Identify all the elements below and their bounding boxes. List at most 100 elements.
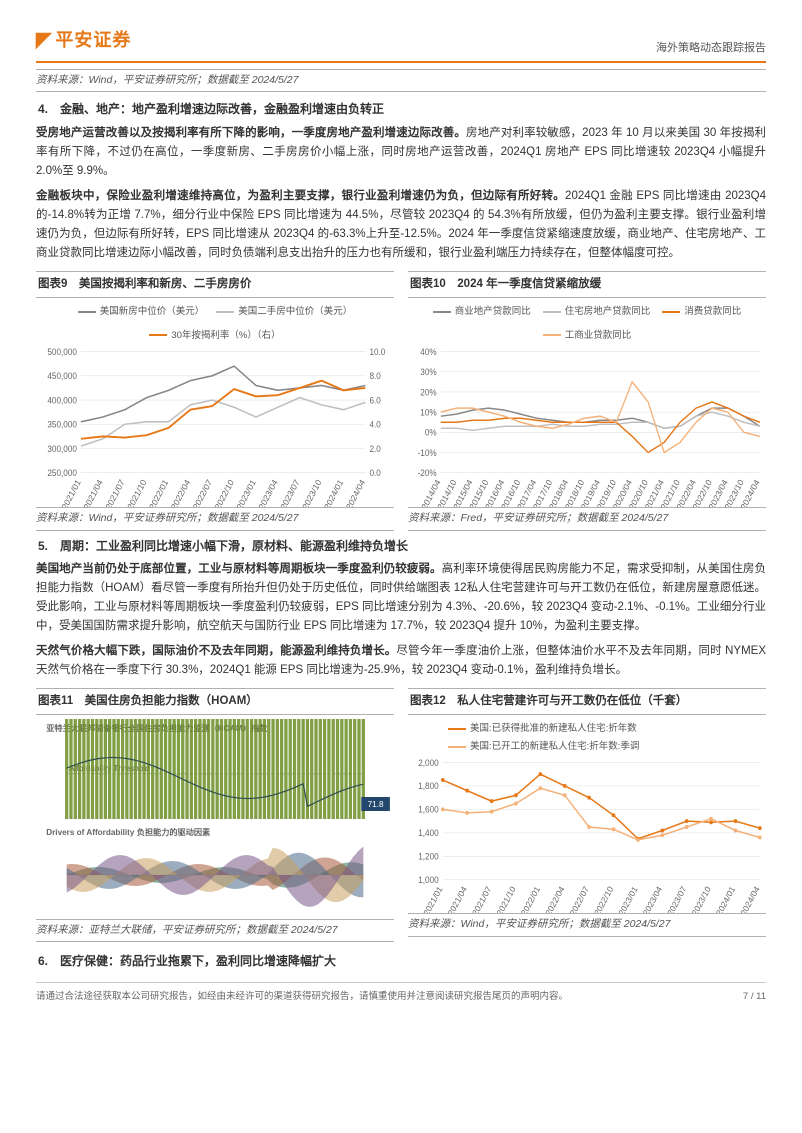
legend-item: 住宅房地产贷款同比: [543, 304, 651, 320]
chart12-legend: 美国:已获得批准的新建私人住宅:折年数美国:已开工的新建私人住宅:折年数:季调: [408, 719, 766, 758]
svg-text:500,000: 500,000: [47, 347, 77, 357]
svg-text:2.0: 2.0: [369, 444, 381, 455]
chart9-source: 资料来源：Wind，平安证券研究所；数据截至 2024/5/27: [36, 507, 394, 530]
svg-text:450,000: 450,000: [47, 371, 77, 382]
chart11-cell: 图表11 美国住房负担能力指数（HOAM） 亚特兰大联邦储备银行全国住房负担能力…: [36, 688, 394, 942]
svg-text:1,600: 1,600: [418, 805, 439, 815]
legend-item: 30年按揭利率（%）（右）: [149, 328, 280, 344]
chart11-source: 资料来源：亚特兰大联储，平安证券研究所；数据截至 2024/5/27: [36, 919, 394, 942]
svg-text:2,000: 2,000: [418, 758, 439, 768]
logo-mark-icon: ◤: [36, 24, 51, 57]
legend-item: 商业地产贷款同比: [433, 304, 531, 320]
svg-text:1,800: 1,800: [418, 781, 439, 791]
svg-text:30%: 30%: [420, 367, 437, 378]
logo-text: 平安证券: [55, 26, 131, 56]
charts-row-9-10: 图表9 美国按揭利率和新房、二手房房价 美国新房中位价（美元） 美国二手房中位价（…: [36, 271, 766, 531]
svg-text:300,000: 300,000: [47, 444, 77, 455]
svg-text:2024/01: 2024/01: [322, 478, 345, 508]
svg-text:350,000: 350,000: [47, 419, 77, 430]
svg-text:2021/01: 2021/01: [421, 885, 444, 914]
svg-text:6.0: 6.0: [369, 395, 381, 406]
svg-text:10%: 10%: [420, 407, 437, 418]
section4-para1-lead: 受房地产运营改善以及按揭利率有所下降的影响，一季度房地产盈利增速边际改善。: [36, 127, 466, 139]
svg-text:2024/01: 2024/01: [714, 885, 737, 914]
svg-text:1,000: 1,000: [418, 875, 439, 885]
top-source-line: 资料来源：Wind，平安证券研究所；数据截至 2024/5/27: [36, 69, 766, 92]
svg-text:40%: 40%: [420, 347, 437, 357]
svg-text:2023/07: 2023/07: [665, 885, 688, 914]
legend-item: 美国:已获得批准的新建私人住宅:折年数: [448, 721, 762, 737]
svg-text:2022/04: 2022/04: [543, 885, 566, 914]
svg-text:2022/07: 2022/07: [191, 478, 214, 508]
chart9-title: 图表9 美国按揭利率和新房、二手房房价: [36, 271, 394, 298]
section5-para2-lead: 天然气价格大幅下跌，国际油价不及去年同期，能源盈利维持负增长。: [36, 645, 396, 657]
svg-text:2023/01: 2023/01: [616, 885, 639, 914]
chart12-cell: 图表12 私人住宅营建许可与开工数仍在低位（千套） 美国:已获得批准的新建私人住…: [408, 688, 766, 942]
svg-text:-20%: -20%: [418, 468, 437, 479]
footer-disclaimer: 请通过合法途径获取本公司研究报告，如经由未经许可的渠道获得研究报告，请慎重使用并…: [36, 989, 568, 1005]
svg-text:2022/04: 2022/04: [169, 478, 192, 508]
svg-text:2021/04: 2021/04: [446, 885, 469, 914]
section4-para2: 金融板块中，保险业盈利增速维持高位，为盈利主要支撑，银行业盈利增速仍为负，但边际…: [36, 187, 766, 263]
legend-item: 美国新房中位价（美元）: [78, 304, 205, 320]
chart9-box: 250,000 300,000 350,000 400,000 450,000 500,0…: [36, 347, 394, 507]
svg-text:1,400: 1,400: [418, 828, 439, 838]
svg-text:71.8: 71.8: [368, 800, 384, 809]
legend-item: 美国二手房中位价（美元）: [216, 304, 352, 320]
chart11-box: 亚特兰大联邦储备银行全国住房负担能力监测（HOAM）指数Affordabilit…: [36, 719, 394, 919]
svg-text:2024/04: 2024/04: [344, 478, 367, 508]
svg-text:0%: 0%: [425, 428, 437, 439]
section4-para1: 受房地产运营改善以及按揭利率有所下降的影响，一季度房地产盈利增速边际改善。房地产…: [36, 124, 766, 181]
svg-text:2023/04: 2023/04: [257, 478, 280, 508]
svg-text:Drivers of Affordability 负担能力: Drivers of Affordability 负担能力的驱动因素: [46, 827, 210, 837]
report-type: 海外策略动态跟踪报告: [656, 39, 766, 57]
svg-text:2021/04: 2021/04: [82, 478, 105, 508]
svg-text:2022/01: 2022/01: [519, 885, 542, 914]
svg-text:400,000: 400,000: [47, 395, 77, 406]
page-footer: 请通过合法途径获取本公司研究报告，如经由未经许可的渠道获得研究报告，请慎重使用并…: [36, 982, 766, 1005]
svg-text:2021/07: 2021/07: [103, 478, 126, 508]
svg-text:0.0: 0.0: [369, 468, 381, 479]
legend-item: 消费贷款同比: [662, 304, 741, 320]
svg-text:-10%: -10%: [418, 448, 437, 459]
chart10-cell: 图表10 2024 年一季度信贷紧缩放缓 商业地产贷款同比住宅房地产贷款同比消费…: [408, 271, 766, 531]
chart10-legend: 商业地产贷款同比住宅房地产贷款同比消费贷款同比工商业贷款同比: [408, 302, 766, 347]
chart9-legend: 美国新房中位价（美元） 美国二手房中位价（美元） 30年按揭利率（%）（右）: [36, 302, 394, 347]
svg-text:2023/01: 2023/01: [235, 478, 258, 508]
charts-row-11-12: 图表11 美国住房负担能力指数（HOAM） 亚特兰大联邦储备银行全国住房负担能力…: [36, 688, 766, 942]
legend-item: 美国:已开工的新建私人住宅:折年数:季调: [448, 739, 762, 755]
svg-text:2023/07: 2023/07: [278, 478, 301, 508]
svg-text:2021/01: 2021/01: [60, 478, 83, 508]
section4-para2-lead: 金融板块中，保险业盈利增速维持高位，为盈利主要支撑，银行业盈利增速仍为负，但边际…: [36, 190, 565, 202]
svg-text:20%: 20%: [420, 387, 437, 398]
svg-text:4.0: 4.0: [369, 419, 381, 430]
section4-heading: 4. 金融、地产：地产盈利增速边际改善，金融盈利增速由负转正: [36, 100, 766, 120]
svg-text:2023/10: 2023/10: [300, 478, 323, 508]
chart10-title: 图表10 2024 年一季度信贷紧缩放缓: [408, 271, 766, 298]
chart12-title: 图表12 私人住宅营建许可与开工数仍在低位（千套）: [408, 688, 766, 715]
section5-para1-lead: 美国地产当前仍处于底部位置，工业与原材料等周期板块一季度盈利仍较疲弱。: [36, 563, 442, 575]
svg-text:2021/07: 2021/07: [470, 885, 493, 914]
svg-text:2021/10: 2021/10: [125, 478, 148, 508]
svg-text:250,000: 250,000: [47, 468, 77, 479]
svg-text:2023/10: 2023/10: [690, 885, 713, 914]
svg-text:2023/04: 2023/04: [641, 885, 664, 914]
svg-text:2022/10: 2022/10: [213, 478, 236, 508]
section6-heading: 6. 医疗保健：药品行业拖累下，盈利同比增速降幅扩大: [36, 952, 766, 972]
chart9-cell: 图表9 美国按揭利率和新房、二手房房价 美国新房中位价（美元） 美国二手房中位价（…: [36, 271, 394, 531]
svg-text:8.0: 8.0: [369, 371, 381, 382]
chart12-box: 1,0001,2001,4001,6001,8002,0002021/01202…: [408, 758, 766, 913]
svg-text:2022/01: 2022/01: [147, 478, 170, 508]
chart10-box: -20%-10%0%10%20%30%40%2014/042014/102015…: [408, 347, 766, 507]
svg-text:1,200: 1,200: [418, 852, 439, 862]
svg-text:2021/10: 2021/10: [495, 885, 518, 914]
legend-item: 工商业贷款同比: [543, 328, 632, 344]
chart12-source: 资料来源：Wind，平安证券研究所；数据截至 2024/5/27: [408, 913, 766, 936]
footer-page-number: 7 / 11: [743, 989, 766, 1005]
logo: ◤ 平安证券: [36, 24, 131, 57]
svg-text:2022/07: 2022/07: [568, 885, 591, 914]
section5-heading: 5. 周期：工业盈利同比增速小幅下滑，原材料、能源盈利维持负增长: [36, 537, 766, 557]
svg-text:2024/04: 2024/04: [738, 885, 761, 914]
svg-text:10.0: 10.0: [369, 347, 385, 357]
chart10-source: 资料来源：Fred，平安证券研究所；数据截至 2024/5/27: [408, 507, 766, 530]
